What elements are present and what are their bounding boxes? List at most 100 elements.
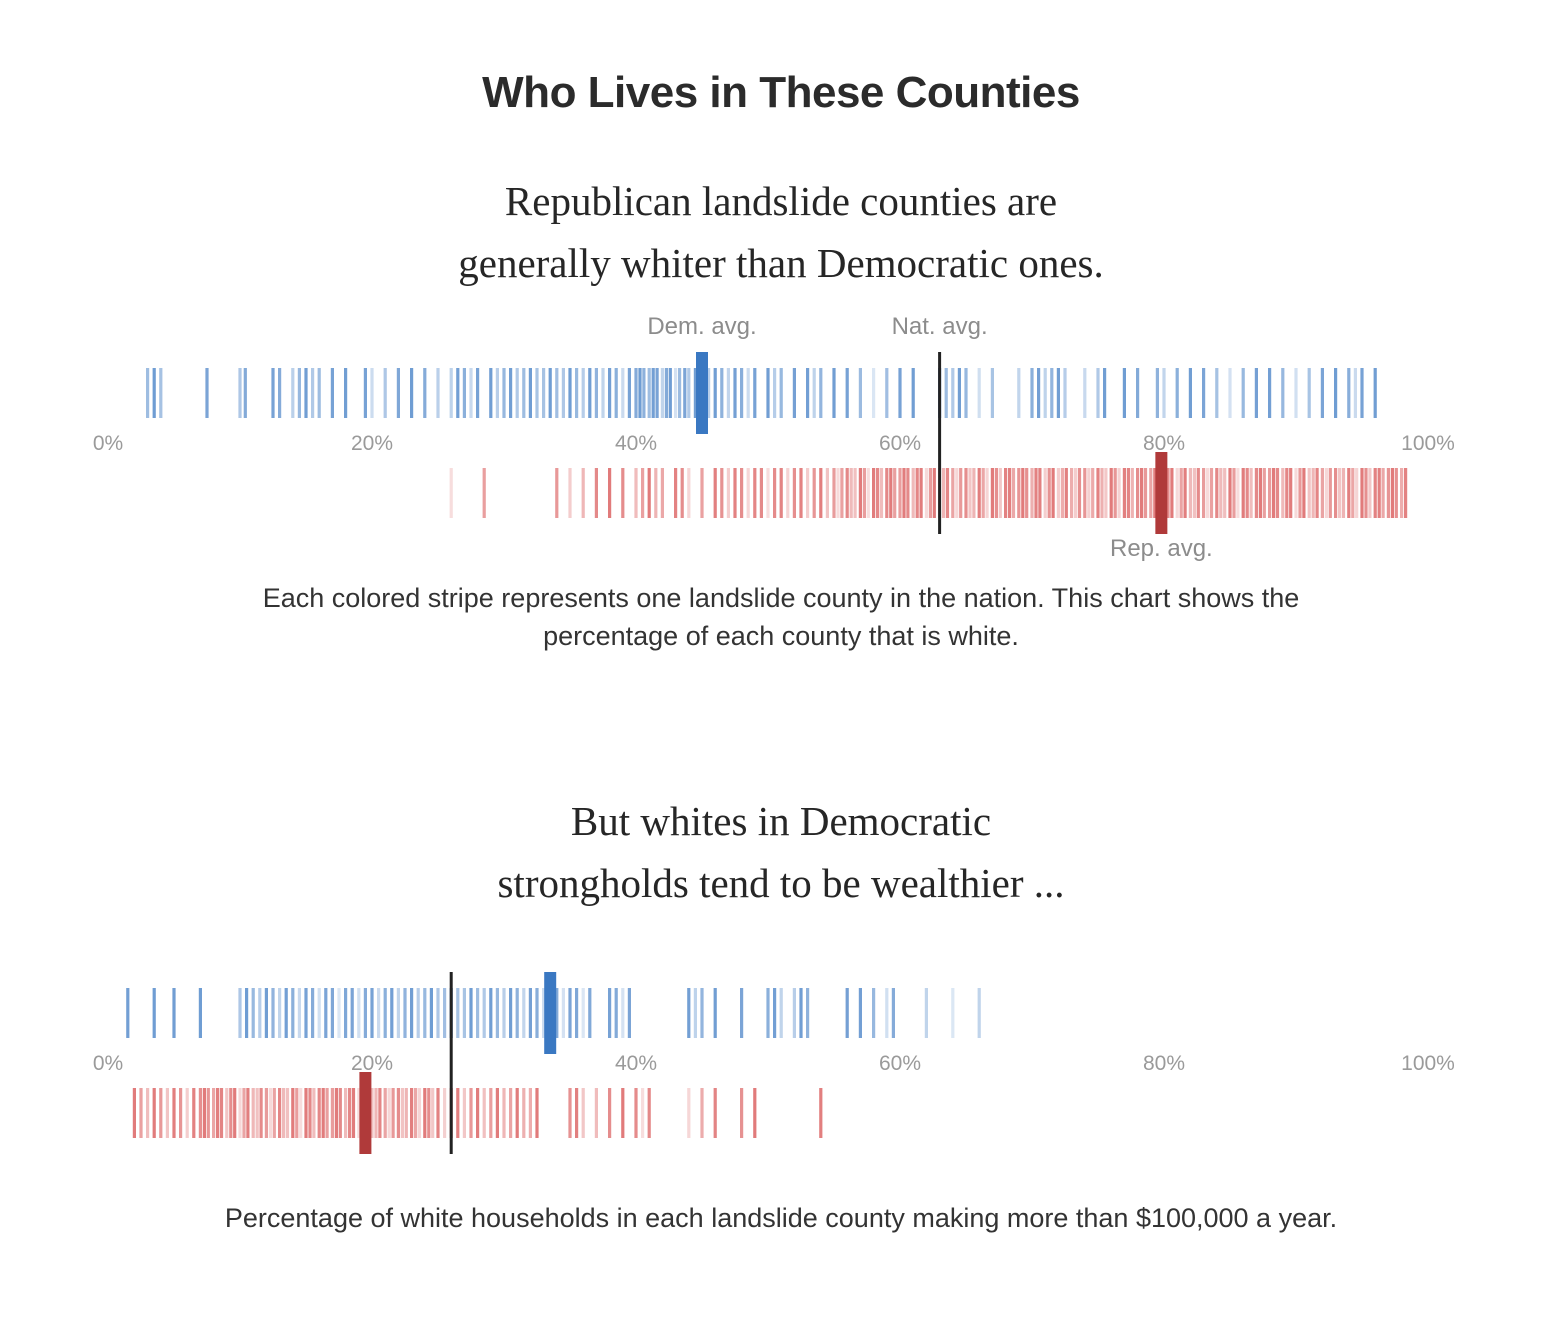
dem-county-stripe bbox=[522, 368, 526, 418]
rep-county-stripe bbox=[906, 468, 910, 518]
rep-county-stripe bbox=[216, 1088, 220, 1138]
rep-county-stripe bbox=[330, 1088, 334, 1138]
rep-county-stripe bbox=[951, 468, 955, 518]
dem-county-stripe bbox=[655, 368, 659, 418]
dem-county-stripe bbox=[664, 368, 668, 418]
dem-county-stripe bbox=[278, 988, 282, 1038]
rep-county-stripe bbox=[1328, 468, 1332, 518]
rep-county-stripe bbox=[1091, 468, 1095, 518]
rep-county-stripe bbox=[799, 468, 803, 518]
dem-county-stripe bbox=[845, 988, 849, 1038]
dem-county-stripe bbox=[1188, 368, 1192, 418]
rep-average-label: Rep. avg. bbox=[1110, 535, 1213, 562]
dem-county-stripe bbox=[476, 368, 480, 418]
rep-county-stripe bbox=[1228, 468, 1232, 518]
rep-county-stripe bbox=[819, 1088, 823, 1138]
rep-county-stripe bbox=[1249, 468, 1253, 518]
dem-county-stripe bbox=[1281, 368, 1285, 418]
dem-county-stripe bbox=[1136, 368, 1140, 418]
rep-county-stripe bbox=[383, 1088, 387, 1138]
rep-county-stripe bbox=[417, 1088, 422, 1138]
rep-county-stripe bbox=[268, 1088, 272, 1138]
chart-2-caption-line: Percentage of white households in each l… bbox=[224, 1203, 1338, 1233]
chart-1-title-line: Republican landslide counties are bbox=[504, 178, 1058, 224]
dem-county-stripe bbox=[1162, 368, 1166, 418]
dem-county-stripe bbox=[977, 368, 981, 418]
rep-county-stripe bbox=[759, 468, 763, 518]
dem-county-stripe bbox=[990, 368, 994, 418]
rep-county-stripe bbox=[981, 468, 985, 518]
rep-county-stripe bbox=[1307, 468, 1311, 518]
rep-county-stripe bbox=[456, 1088, 460, 1138]
rep-county-stripe bbox=[1100, 468, 1104, 518]
rep-county-stripe bbox=[853, 468, 857, 518]
rep-county-stripe bbox=[932, 468, 936, 518]
rep-county-stripe bbox=[165, 1088, 169, 1138]
dem-county-stripe bbox=[779, 368, 783, 418]
rep-county-stripe bbox=[312, 1088, 316, 1138]
rep-county-stripe bbox=[1136, 468, 1140, 518]
chart-1-title-line: generally whiter than Democratic ones. bbox=[458, 240, 1104, 286]
rep-county-stripe bbox=[1368, 468, 1372, 518]
dem-county-stripe bbox=[700, 988, 704, 1038]
dem-county-stripe bbox=[944, 368, 948, 418]
dem-county-stripe bbox=[317, 988, 321, 1038]
dem-county-stripe bbox=[377, 988, 381, 1038]
rep-county-stripe bbox=[555, 468, 559, 518]
rep-county-stripe bbox=[876, 468, 880, 518]
dem-county-stripe bbox=[528, 368, 532, 418]
rep-county-stripe bbox=[1188, 468, 1192, 518]
dem-county-stripe bbox=[687, 368, 691, 418]
dem-county-stripe bbox=[410, 368, 414, 418]
dem-county-stripe bbox=[449, 368, 453, 418]
dem-county-stripe bbox=[423, 368, 427, 418]
rep-county-stripe bbox=[720, 468, 724, 518]
rep-county-stripe bbox=[1302, 468, 1306, 518]
rep-county-stripe bbox=[740, 468, 744, 518]
axis-tick-label: 60% bbox=[879, 432, 921, 455]
dem-county-stripe bbox=[674, 368, 678, 418]
rep-county-stripe bbox=[845, 468, 849, 518]
dem-county-stripe bbox=[568, 368, 572, 418]
rep-county-stripe bbox=[964, 468, 968, 518]
rep-county-stripe bbox=[1298, 468, 1302, 518]
rep-county-stripe bbox=[928, 468, 932, 518]
dem-county-stripe bbox=[1254, 368, 1258, 418]
rep-county-stripe bbox=[321, 1088, 325, 1138]
rep-county-stripe bbox=[1206, 468, 1210, 518]
rep-county-stripe bbox=[185, 1088, 189, 1138]
rep-county-stripe bbox=[773, 468, 777, 518]
dem-county-stripe bbox=[746, 368, 750, 418]
dem-county-stripe bbox=[594, 368, 598, 418]
rep-county-stripe bbox=[1404, 468, 1408, 518]
rep-county-stripe bbox=[242, 1088, 246, 1138]
dem-county-stripe bbox=[872, 368, 876, 418]
rep-county-stripe bbox=[1113, 468, 1117, 518]
dem-county-stripe bbox=[1056, 368, 1060, 418]
rep-county-stripe bbox=[1373, 468, 1377, 518]
dem-county-stripe bbox=[568, 988, 572, 1038]
rep-county-stripe bbox=[621, 468, 625, 518]
dem-county-stripe bbox=[1175, 368, 1179, 418]
dem-county-stripe bbox=[555, 368, 559, 418]
dem-county-stripe bbox=[1030, 368, 1034, 418]
rep-county-stripe bbox=[400, 1088, 404, 1138]
rep-county-stripe bbox=[1021, 468, 1025, 518]
dem-county-stripe bbox=[1320, 368, 1324, 418]
dem-county-stripe bbox=[614, 988, 618, 1038]
dem-county-stripe bbox=[258, 988, 262, 1038]
dem-county-stripe bbox=[891, 988, 895, 1038]
rep-county-stripe bbox=[387, 1088, 391, 1138]
chart-1-caption-line: percentage of each county that is white. bbox=[543, 621, 1019, 651]
dem-county-stripe bbox=[601, 368, 605, 418]
dem-county-stripe bbox=[693, 988, 697, 1038]
dem-county-stripe bbox=[634, 368, 638, 418]
dem-county-stripe bbox=[370, 368, 374, 418]
dem-county-stripe bbox=[720, 368, 724, 418]
rep-county-stripe bbox=[1183, 468, 1187, 518]
dem-county-stripe bbox=[311, 368, 315, 418]
rep-county-stripe bbox=[469, 1088, 473, 1138]
rep-county-stripe bbox=[374, 1088, 378, 1138]
dem-county-stripe bbox=[495, 368, 499, 418]
dem-county-stripe bbox=[627, 988, 631, 1038]
